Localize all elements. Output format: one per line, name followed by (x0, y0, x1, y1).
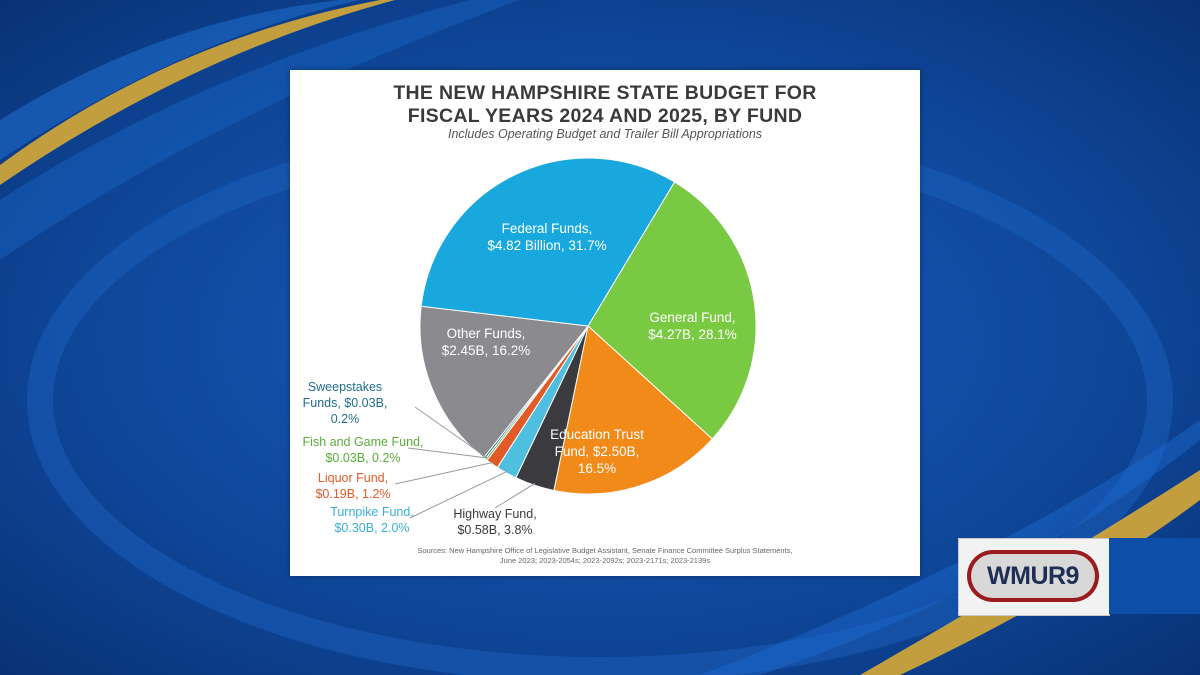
pie-chart (394, 157, 757, 519)
logo-strip (1109, 538, 1200, 614)
label-turnpike-fund: Turnpike Fund, $0.30B, 2.0% (312, 504, 432, 536)
label-federal-line-1: Federal Funds, (501, 221, 593, 236)
label-sweepstakes-funds: Sweepstakes Funds, $0.03B, 0.2% (290, 379, 400, 427)
label-education-line-3: 16.5% (577, 461, 617, 476)
label-highway-fund: Highway Fund, $0.58B, 3.8% (440, 506, 550, 538)
chart-subtitle: Includes Operating Budget and Trailer Bi… (447, 127, 763, 141)
pie-slice-federal-funds (420, 157, 676, 327)
label-turnpike-line-1: Turnpike Fund, (330, 505, 414, 519)
label-fish-and-game-fund: Fish and Game Fund, $0.03B, 0.2% (298, 434, 428, 466)
label-liquor-line-2: $0.19B, 1.2% (315, 487, 391, 501)
label-other-line-2: $2.45B, 16.2% (441, 343, 531, 358)
label-liquor-fund: Liquor Fund, $0.19B, 1.2% (298, 470, 408, 502)
pie-slice-education-trust-fund (553, 325, 714, 495)
chart-title-line-2: FISCAL YEARS 2024 AND 2025, BY FUND (407, 105, 803, 127)
label-other-funds: Other Funds, $2.45B, 16.2% (431, 325, 541, 359)
wmur-logo: WMUR9 (958, 538, 1110, 616)
pie-slice-general-fund (587, 181, 757, 440)
leader-line-sweepstakes-funds (414, 406, 487, 458)
label-liquor-line-1: Liquor Fund, (317, 471, 389, 485)
sources-line-1: Sources: New Hampshire Office of Legisla… (417, 546, 793, 555)
label-other-line-1: Other Funds, (446, 326, 526, 341)
label-sweepstakes-line-1: Sweepstakes (307, 380, 383, 394)
label-federal-line-2: $4.82 Billion, 31.7% (487, 238, 607, 253)
chart-sources: Sources: New Hampshire Office of Legisla… (290, 546, 920, 566)
label-general-line-2: $4.27B, 28.1% (648, 327, 737, 342)
label-sweepstakes-line-2: Funds, $0.03B, (302, 396, 388, 410)
label-general-line-1: General Fund, (649, 310, 736, 325)
label-highway-line-2: $0.58B, 3.8% (457, 523, 533, 537)
label-education-line-2: Fund, $2.50B, (554, 444, 640, 459)
sources-line-2: June 2023; 2023-2054s; 2023-2092s; 2023-… (499, 556, 711, 565)
label-education-line-1: Education Trust (550, 427, 644, 442)
leader-line-turnpike-fund (409, 470, 508, 519)
label-highway-line-1: Highway Fund, (453, 507, 537, 521)
label-fish-game-line-1: Fish and Game Fund, (302, 435, 424, 449)
label-turnpike-line-2: $0.30B, 2.0% (334, 521, 410, 535)
chart-card: THE NEW HAMPSHIRE STATE BUDGET FOR FISCA… (290, 70, 920, 576)
logo-oval: WMUR9 (967, 550, 1099, 602)
label-fish-game-line-2: $0.03B, 0.2% (325, 451, 401, 465)
leader-line-liquor-fund (394, 461, 494, 485)
chart-title-line-1: THE NEW HAMPSHIRE STATE BUDGET FOR (393, 82, 817, 104)
leader-line-highway-fund (494, 482, 536, 509)
leader-line-fish-and-game-fund (407, 447, 488, 459)
label-federal-funds: Federal Funds, $4.82 Billion, 31.7% (472, 220, 622, 254)
label-sweepstakes-line-3: 0.2% (330, 412, 360, 426)
label-education-trust-fund: Education Trust Fund, $2.50B, 16.5% (542, 426, 652, 477)
label-general-fund: General Fund, $4.27B, 28.1% (630, 309, 755, 343)
logo-text: WMUR9 (987, 562, 1079, 590)
logo-inner: WMUR9 (971, 554, 1095, 598)
